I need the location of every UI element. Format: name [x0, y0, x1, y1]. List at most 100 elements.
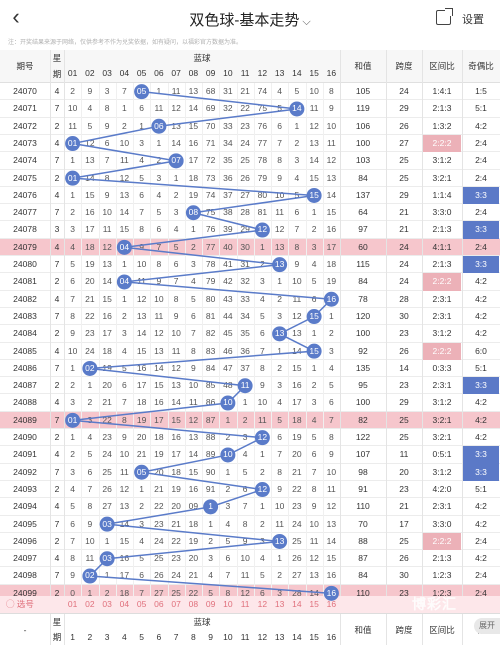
miss-count-cell: 7 [311, 466, 317, 477]
miss-count-cell: 8 [139, 224, 144, 235]
drawn-ball: 07 [171, 155, 181, 166]
miss-count-cell: 10 [85, 535, 95, 546]
span-cell: 24 [399, 259, 409, 269]
miss-count-cell: 42 [223, 276, 233, 287]
miss-count-cell: 14 [171, 397, 181, 408]
week-cell: 7 [54, 414, 60, 425]
odd-ratio-cell: 4:2 [475, 553, 487, 564]
select-number[interactable]: 14 [292, 599, 302, 609]
sum-cell: 78 [358, 293, 368, 304]
miss-count-cell: 3 [311, 241, 317, 252]
select-number[interactable]: 01 [67, 599, 78, 609]
miss-count-cell: 10 [309, 86, 319, 96]
miss-count-cell: 12 [154, 328, 164, 339]
miss-count-cell: 1 [122, 103, 127, 114]
miss-count-cell: 9 [311, 501, 317, 512]
miss-count-cell: 3 [104, 86, 110, 96]
miss-count-cell: 1 [311, 328, 317, 339]
miss-count-cell: 9 [139, 241, 144, 252]
week-cell: 2 [54, 535, 60, 546]
miss-count-cell: 16 [188, 137, 199, 148]
miss-count-cell: 8 [277, 155, 282, 166]
odd-ratio-cell: 4:2 [475, 293, 487, 304]
miss-count-cell: 5 [70, 259, 75, 269]
drawn-ball: 11 [240, 380, 250, 391]
select-number[interactable]: 15 [309, 599, 319, 609]
top-bar: ‹ 双色球-基本走势 ⌵ 设置 [0, 0, 500, 36]
select-number[interactable]: 11 [240, 599, 250, 609]
odd-highlight [463, 256, 499, 274]
span-cell: 23 [399, 328, 409, 339]
zone-ratio-cell: 1:2:3 [432, 570, 452, 581]
select-number[interactable]: 03 [102, 599, 112, 609]
select-number[interactable]: 09 [205, 599, 216, 609]
miss-count-cell: 11 [188, 397, 198, 408]
sum-cell: 103 [355, 155, 371, 166]
drawn-ball: 10 [223, 449, 233, 460]
select-number[interactable]: 05 [136, 599, 147, 609]
miss-count-cell: 18 [188, 518, 199, 529]
miss-count-cell: 15 [154, 380, 164, 391]
zone-ratio-cell: 3:1:2 [432, 328, 452, 339]
miss-count-cell: 8 [70, 310, 75, 321]
miss-count-cell: 25 [240, 155, 250, 166]
miss-count-cell: 25 [102, 466, 112, 477]
miss-count-cell: 13 [309, 570, 319, 581]
miss-count-cell: 21 [171, 518, 181, 529]
select-label[interactable]: ◯ 选号 [6, 599, 34, 609]
issue-cell: 24075 [13, 172, 37, 183]
miss-count-cell: 6 [104, 137, 110, 148]
select-number[interactable]: 16 [326, 599, 337, 609]
miss-count-cell: 3 [87, 414, 93, 425]
miss-count-cell: 19 [85, 259, 95, 269]
miss-count-cell: 34 [240, 310, 250, 321]
zone-ratio-cell: 4:2:0 [432, 483, 452, 494]
settings-button[interactable]: 设置 [462, 14, 484, 26]
back-chevron-icon[interactable]: ‹ [12, 4, 20, 29]
span-cell: 21 [399, 224, 409, 235]
sum-cell: 107 [355, 449, 371, 460]
miss-count-cell: 33 [240, 293, 250, 304]
miss-count-cell: 4 [208, 570, 213, 581]
odd-column-header: 奇偶比 [468, 61, 494, 71]
miss-count-cell: 3 [139, 518, 144, 529]
drawn-ball: 04 [119, 241, 130, 252]
footer-number: 4 [122, 632, 127, 642]
miss-count-cell: 26 [102, 483, 112, 494]
share-icon[interactable] [436, 8, 453, 25]
miss-count-cell: 29 [240, 224, 250, 235]
span-cell: 20 [399, 466, 409, 477]
miss-count-cell: 2 [260, 259, 265, 269]
select-number[interactable]: 10 [223, 599, 233, 609]
select-number[interactable]: 07 [171, 599, 181, 609]
miss-count-cell: 82 [205, 328, 216, 339]
miss-count-cell: 27 [240, 189, 250, 200]
miss-count-cell: 18 [154, 432, 164, 442]
select-number[interactable]: 04 [119, 599, 130, 609]
footer-zone: 区间比 [429, 625, 455, 635]
sum-cell: 110 [356, 587, 370, 598]
miss-count-cell: 3 [191, 259, 196, 269]
miss-count-cell: 6 [70, 518, 75, 529]
miss-count-cell: 5 [122, 362, 127, 373]
week-cell: 4 [54, 345, 60, 356]
miss-count-cell: 1 [277, 276, 282, 287]
miss-count-cell: 3 [277, 310, 282, 321]
select-number[interactable]: 08 [188, 599, 199, 609]
zone-ratio-cell: 1:1:4 [432, 189, 452, 200]
select-number-row[interactable]: ◯ 选号 01 02 03 04 05 06 07 08 09 10 11 12 13 14 15 16 [0, 596, 500, 613]
select-number[interactable]: 13 [274, 599, 285, 609]
footer-number: 7 [173, 632, 179, 642]
footer-divider [386, 614, 387, 645]
miss-count-cell: 88 [205, 432, 216, 442]
select-number[interactable]: 06 [154, 599, 164, 609]
select-number[interactable]: 12 [257, 599, 268, 609]
miss-count-cell: 21 [85, 293, 95, 304]
select-number[interactable]: 02 [85, 599, 95, 609]
page-title[interactable]: 双色球-基本走势 ⌵ [0, 9, 500, 30]
miss-count-cell: 1 [260, 501, 265, 512]
miss-count-cell: 1 [70, 189, 75, 200]
week-cell: 2 [54, 328, 60, 339]
expand-button[interactable]: 展开 [474, 618, 500, 634]
issue-column-header[interactable]: 期号 [16, 61, 34, 71]
